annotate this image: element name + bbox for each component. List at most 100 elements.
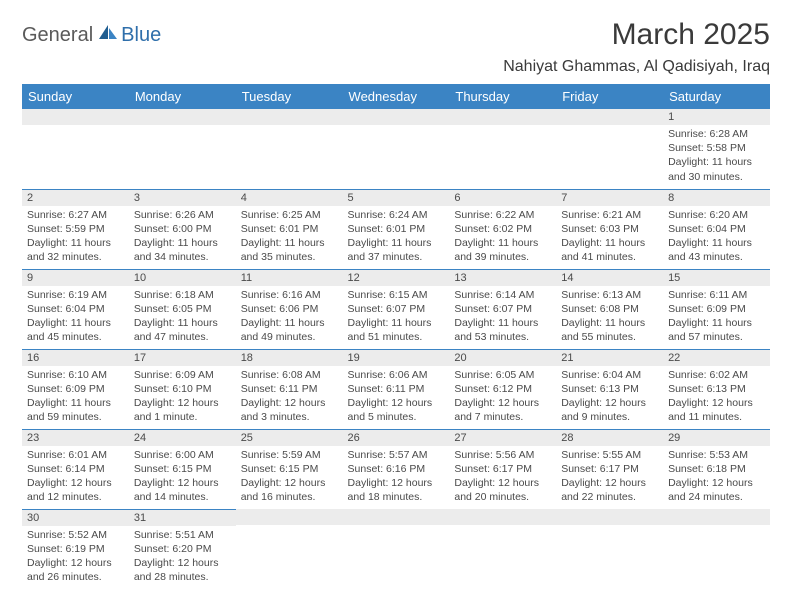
daylight-text: Daylight: 12 hours and 12 minutes.	[27, 476, 124, 504]
day-details: Sunrise: 6:25 AMSunset: 6:01 PMDaylight:…	[236, 206, 343, 269]
sunset-text: Sunset: 6:11 PM	[241, 382, 338, 396]
calendar-cell: 17Sunrise: 6:09 AMSunset: 6:10 PMDayligh…	[129, 349, 236, 429]
sunset-text: Sunset: 6:14 PM	[27, 462, 124, 476]
calendar-cell	[236, 509, 343, 589]
calendar-body: 1Sunrise: 6:28 AMSunset: 5:58 PMDaylight…	[22, 109, 770, 589]
sunset-text: Sunset: 6:16 PM	[348, 462, 445, 476]
sunrise-text: Sunrise: 6:27 AM	[27, 208, 124, 222]
sunrise-text: Sunrise: 6:05 AM	[454, 368, 551, 382]
day-details	[343, 125, 450, 175]
day-number	[129, 109, 236, 125]
day-number: 7	[556, 190, 663, 206]
sunset-text: Sunset: 6:04 PM	[668, 222, 765, 236]
sunrise-text: Sunrise: 6:20 AM	[668, 208, 765, 222]
day-details: Sunrise: 6:06 AMSunset: 6:11 PMDaylight:…	[343, 366, 450, 429]
day-details	[556, 125, 663, 175]
calendar-cell	[343, 509, 450, 589]
day-details: Sunrise: 5:59 AMSunset: 6:15 PMDaylight:…	[236, 446, 343, 509]
daylight-text: Daylight: 11 hours and 47 minutes.	[134, 316, 231, 344]
sunset-text: Sunset: 6:00 PM	[134, 222, 231, 236]
daylight-text: Daylight: 12 hours and 22 minutes.	[561, 476, 658, 504]
sunrise-text: Sunrise: 5:53 AM	[668, 448, 765, 462]
calendar-table: SundayMondayTuesdayWednesdayThursdayFrid…	[22, 84, 770, 589]
sunrise-text: Sunrise: 6:14 AM	[454, 288, 551, 302]
daylight-text: Daylight: 12 hours and 18 minutes.	[348, 476, 445, 504]
day-details: Sunrise: 6:00 AMSunset: 6:15 PMDaylight:…	[129, 446, 236, 509]
calendar-cell: 12Sunrise: 6:15 AMSunset: 6:07 PMDayligh…	[343, 269, 450, 349]
sunrise-text: Sunrise: 5:55 AM	[561, 448, 658, 462]
calendar-cell: 30Sunrise: 5:52 AMSunset: 6:19 PMDayligh…	[22, 509, 129, 589]
sunrise-text: Sunrise: 6:06 AM	[348, 368, 445, 382]
day-number: 28	[556, 430, 663, 446]
day-number: 8	[663, 190, 770, 206]
week-row: 23Sunrise: 6:01 AMSunset: 6:14 PMDayligh…	[22, 429, 770, 509]
day-details: Sunrise: 6:24 AMSunset: 6:01 PMDaylight:…	[343, 206, 450, 269]
day-details: Sunrise: 6:01 AMSunset: 6:14 PMDaylight:…	[22, 446, 129, 509]
calendar-cell	[449, 109, 556, 189]
day-details: Sunrise: 6:11 AMSunset: 6:09 PMDaylight:…	[663, 286, 770, 349]
sunset-text: Sunset: 6:04 PM	[27, 302, 124, 316]
day-details: Sunrise: 6:04 AMSunset: 6:13 PMDaylight:…	[556, 366, 663, 429]
day-header: Sunday	[22, 84, 129, 109]
calendar-cell	[236, 109, 343, 189]
sunset-text: Sunset: 6:07 PM	[454, 302, 551, 316]
calendar-cell	[343, 109, 450, 189]
calendar-cell	[449, 509, 556, 589]
calendar-header-row: SundayMondayTuesdayWednesdayThursdayFrid…	[22, 84, 770, 109]
calendar-cell	[556, 109, 663, 189]
sunset-text: Sunset: 5:58 PM	[668, 141, 765, 155]
day-header: Wednesday	[343, 84, 450, 109]
day-number: 6	[449, 190, 556, 206]
sunrise-text: Sunrise: 5:51 AM	[134, 528, 231, 542]
sunrise-text: Sunrise: 6:13 AM	[561, 288, 658, 302]
daylight-text: Daylight: 12 hours and 14 minutes.	[134, 476, 231, 504]
day-details	[663, 525, 770, 575]
sunset-text: Sunset: 6:06 PM	[241, 302, 338, 316]
calendar-cell: 28Sunrise: 5:55 AMSunset: 6:17 PMDayligh…	[556, 429, 663, 509]
calendar-cell: 31Sunrise: 5:51 AMSunset: 6:20 PMDayligh…	[129, 509, 236, 589]
sunset-text: Sunset: 6:09 PM	[27, 382, 124, 396]
sunrise-text: Sunrise: 6:19 AM	[27, 288, 124, 302]
calendar-cell: 18Sunrise: 6:08 AMSunset: 6:11 PMDayligh…	[236, 349, 343, 429]
day-details: Sunrise: 6:28 AMSunset: 5:58 PMDaylight:…	[663, 125, 770, 188]
day-number: 13	[449, 270, 556, 286]
day-number: 27	[449, 430, 556, 446]
sunrise-text: Sunrise: 6:26 AM	[134, 208, 231, 222]
month-title: March 2025	[503, 18, 770, 52]
sunrise-text: Sunrise: 5:57 AM	[348, 448, 445, 462]
day-details: Sunrise: 6:26 AMSunset: 6:00 PMDaylight:…	[129, 206, 236, 269]
day-details: Sunrise: 5:53 AMSunset: 6:18 PMDaylight:…	[663, 446, 770, 509]
day-details: Sunrise: 6:02 AMSunset: 6:13 PMDaylight:…	[663, 366, 770, 429]
sunrise-text: Sunrise: 6:22 AM	[454, 208, 551, 222]
sunset-text: Sunset: 6:09 PM	[668, 302, 765, 316]
day-number: 11	[236, 270, 343, 286]
sunrise-text: Sunrise: 6:28 AM	[668, 127, 765, 141]
day-number: 30	[22, 510, 129, 526]
day-details: Sunrise: 6:14 AMSunset: 6:07 PMDaylight:…	[449, 286, 556, 349]
daylight-text: Daylight: 11 hours and 49 minutes.	[241, 316, 338, 344]
day-number: 14	[556, 270, 663, 286]
day-details: Sunrise: 6:16 AMSunset: 6:06 PMDaylight:…	[236, 286, 343, 349]
calendar-cell	[556, 509, 663, 589]
day-number	[663, 509, 770, 525]
sunrise-text: Sunrise: 5:59 AM	[241, 448, 338, 462]
calendar-cell: 16Sunrise: 6:10 AMSunset: 6:09 PMDayligh…	[22, 349, 129, 429]
day-details: Sunrise: 6:20 AMSunset: 6:04 PMDaylight:…	[663, 206, 770, 269]
daylight-text: Daylight: 11 hours and 37 minutes.	[348, 236, 445, 264]
calendar-cell: 4Sunrise: 6:25 AMSunset: 6:01 PMDaylight…	[236, 189, 343, 269]
page-header: General Blue March 2025 Nahiyat Ghammas,…	[22, 18, 770, 76]
week-row: 1Sunrise: 6:28 AMSunset: 5:58 PMDaylight…	[22, 109, 770, 189]
sunrise-text: Sunrise: 5:56 AM	[454, 448, 551, 462]
week-row: 16Sunrise: 6:10 AMSunset: 6:09 PMDayligh…	[22, 349, 770, 429]
sunrise-text: Sunrise: 6:24 AM	[348, 208, 445, 222]
calendar-cell: 24Sunrise: 6:00 AMSunset: 6:15 PMDayligh…	[129, 429, 236, 509]
daylight-text: Daylight: 12 hours and 20 minutes.	[454, 476, 551, 504]
sail-icon	[97, 23, 119, 46]
day-number	[449, 509, 556, 525]
day-number	[556, 109, 663, 125]
sunrise-text: Sunrise: 6:09 AM	[134, 368, 231, 382]
logo-text-general: General	[22, 24, 93, 47]
daylight-text: Daylight: 11 hours and 55 minutes.	[561, 316, 658, 344]
calendar-cell: 13Sunrise: 6:14 AMSunset: 6:07 PMDayligh…	[449, 269, 556, 349]
sunset-text: Sunset: 6:10 PM	[134, 382, 231, 396]
